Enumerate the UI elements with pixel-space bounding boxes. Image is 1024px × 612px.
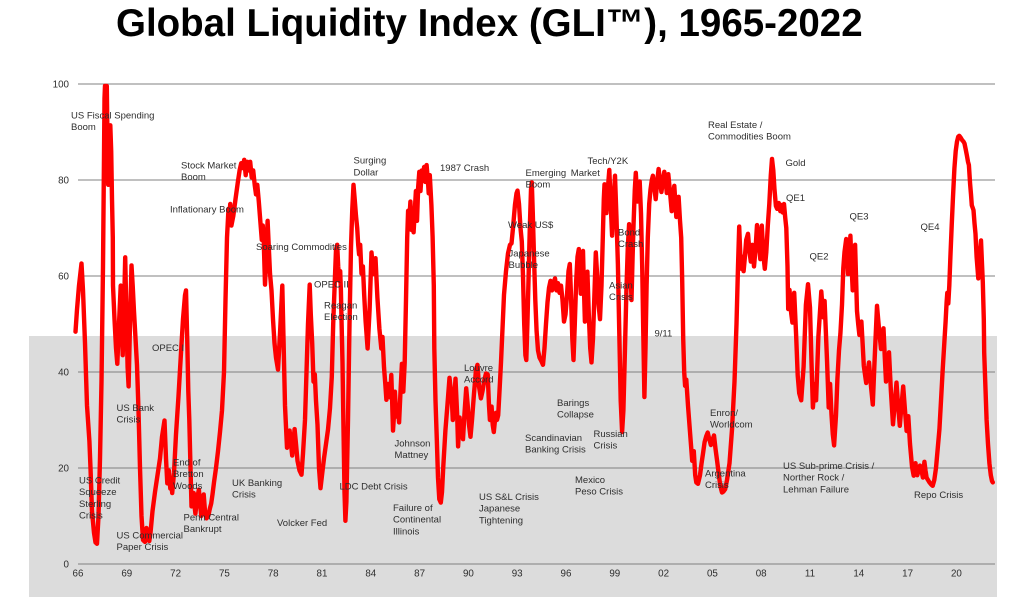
svg-text:Repo Crisis: Repo Crisis: [914, 490, 963, 501]
svg-text:Volcker Fed: Volcker Fed: [277, 518, 327, 529]
svg-text:99: 99: [609, 569, 620, 580]
svg-text:81: 81: [317, 569, 328, 580]
svg-text:Tech/Y2K: Tech/Y2K: [588, 156, 629, 167]
svg-text:93: 93: [512, 569, 523, 580]
svg-text:OPEC II: OPEC II: [314, 279, 349, 290]
svg-text:Soaring Commodities: Soaring Commodities: [256, 242, 347, 253]
svg-text:80: 80: [58, 175, 69, 186]
svg-text:11: 11: [805, 569, 815, 580]
svg-text:72: 72: [170, 569, 181, 580]
svg-text:02: 02: [658, 569, 669, 580]
svg-text:Real Estate /Commodities Boom: Real Estate / Commodities Boom: [708, 120, 791, 143]
svg-text:Enron/Worldcom: Enron/Worldcom: [710, 408, 753, 431]
svg-text:Inflationary Boom: Inflationary Boom: [170, 204, 244, 215]
svg-text:OPEC I: OPEC I: [152, 343, 184, 354]
svg-text:14: 14: [853, 569, 864, 580]
svg-text:60: 60: [58, 271, 69, 282]
svg-text:20: 20: [951, 569, 962, 580]
svg-text:66: 66: [73, 569, 84, 580]
svg-text:QE3: QE3: [850, 211, 869, 222]
svg-text:17: 17: [902, 569, 913, 580]
svg-text:QE1: QE1: [786, 193, 805, 204]
svg-text:100: 100: [53, 79, 70, 90]
svg-text:05: 05: [707, 569, 718, 580]
svg-text:1987 Crash: 1987 Crash: [440, 163, 489, 174]
svg-text:US Sub-prime Crisis /Norther R: US Sub-prime Crisis / Norther Rock / Lehma…: [783, 461, 875, 496]
svg-text:9/11: 9/11: [655, 328, 673, 339]
svg-text:87: 87: [414, 569, 425, 580]
svg-text:96: 96: [561, 569, 572, 580]
svg-text:QE2: QE2: [810, 251, 829, 262]
svg-text:Gold: Gold: [786, 158, 806, 169]
svg-text:40: 40: [58, 367, 69, 378]
svg-text:LDC Debt Crisis: LDC Debt Crisis: [340, 481, 408, 492]
svg-text:69: 69: [121, 569, 132, 580]
svg-text:0: 0: [64, 559, 70, 570]
svg-text:20: 20: [58, 463, 69, 474]
svg-text:Market: Market: [571, 168, 600, 179]
svg-text:90: 90: [463, 569, 474, 580]
svg-text:78: 78: [268, 569, 279, 580]
svg-text:08: 08: [756, 569, 767, 580]
svg-text:75: 75: [219, 569, 230, 580]
svg-text:Weak US$: Weak US$: [508, 220, 554, 231]
svg-text:84: 84: [365, 569, 376, 580]
svg-text:QE4: QE4: [921, 222, 940, 233]
svg-text:Global Liquidity Index (GLI™),: Global Liquidity Index (GLI™), 1965-2022: [116, 2, 863, 45]
